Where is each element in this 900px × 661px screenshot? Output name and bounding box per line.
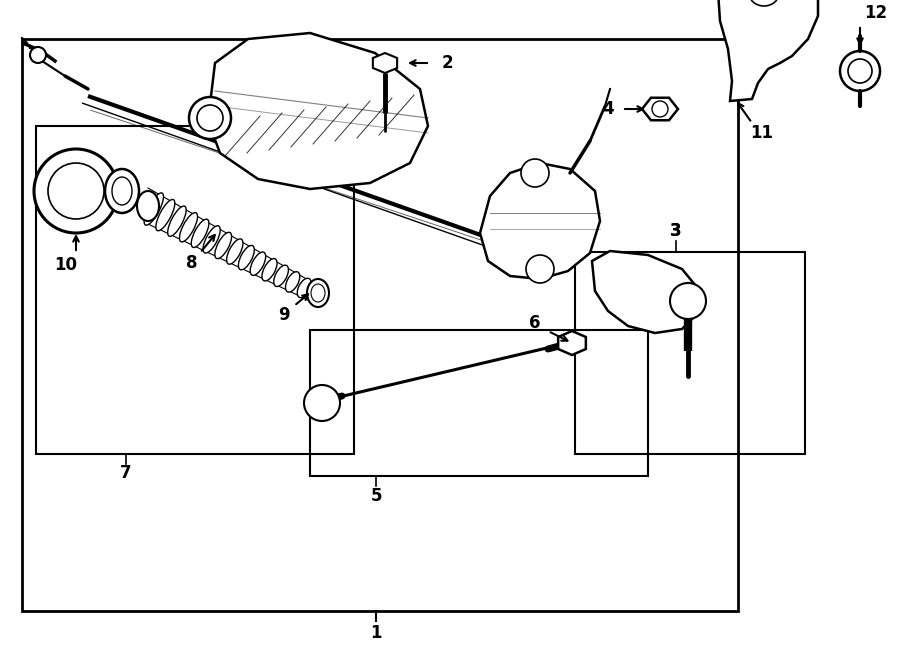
Circle shape bbox=[526, 255, 554, 283]
Ellipse shape bbox=[311, 284, 325, 302]
Ellipse shape bbox=[112, 177, 132, 205]
Polygon shape bbox=[480, 163, 600, 279]
Circle shape bbox=[34, 149, 118, 233]
Polygon shape bbox=[718, 0, 818, 101]
Ellipse shape bbox=[105, 169, 139, 213]
Ellipse shape bbox=[749, 0, 779, 6]
Ellipse shape bbox=[215, 232, 231, 258]
Ellipse shape bbox=[238, 245, 255, 270]
Text: 9: 9 bbox=[278, 306, 290, 324]
Bar bbox=[22, 39, 738, 611]
Bar bbox=[36, 126, 354, 454]
Circle shape bbox=[670, 283, 706, 319]
Text: 12: 12 bbox=[864, 4, 887, 22]
Ellipse shape bbox=[137, 191, 159, 221]
Circle shape bbox=[304, 385, 340, 421]
Circle shape bbox=[840, 51, 880, 91]
Circle shape bbox=[848, 59, 872, 83]
Ellipse shape bbox=[274, 265, 288, 286]
Polygon shape bbox=[592, 251, 700, 333]
Text: 8: 8 bbox=[186, 254, 198, 272]
Text: 10: 10 bbox=[55, 256, 77, 274]
Polygon shape bbox=[373, 53, 397, 73]
Text: 3: 3 bbox=[670, 222, 682, 240]
Polygon shape bbox=[558, 331, 586, 355]
Text: 6: 6 bbox=[529, 314, 541, 332]
Circle shape bbox=[652, 101, 668, 117]
Ellipse shape bbox=[307, 279, 329, 307]
Bar bbox=[575, 252, 805, 454]
Circle shape bbox=[30, 47, 46, 63]
Ellipse shape bbox=[144, 193, 164, 225]
Text: 7: 7 bbox=[121, 464, 131, 482]
Ellipse shape bbox=[189, 97, 231, 139]
Polygon shape bbox=[642, 98, 678, 120]
Ellipse shape bbox=[156, 200, 175, 231]
Ellipse shape bbox=[297, 278, 311, 297]
Ellipse shape bbox=[203, 226, 220, 253]
Ellipse shape bbox=[262, 258, 277, 281]
Text: 11: 11 bbox=[751, 124, 773, 142]
Bar bbox=[310, 330, 648, 476]
Ellipse shape bbox=[227, 239, 243, 264]
Ellipse shape bbox=[250, 252, 266, 276]
Circle shape bbox=[48, 163, 104, 219]
Text: 4: 4 bbox=[602, 100, 614, 118]
Text: 3: 3 bbox=[670, 222, 682, 240]
Text: 1: 1 bbox=[370, 624, 382, 642]
Ellipse shape bbox=[192, 219, 209, 247]
Polygon shape bbox=[208, 33, 428, 189]
Ellipse shape bbox=[179, 213, 197, 242]
Text: 5: 5 bbox=[370, 487, 382, 505]
Circle shape bbox=[521, 159, 549, 187]
Ellipse shape bbox=[197, 105, 223, 131]
Ellipse shape bbox=[285, 272, 300, 292]
Text: 2: 2 bbox=[441, 54, 453, 72]
Ellipse shape bbox=[167, 206, 186, 237]
